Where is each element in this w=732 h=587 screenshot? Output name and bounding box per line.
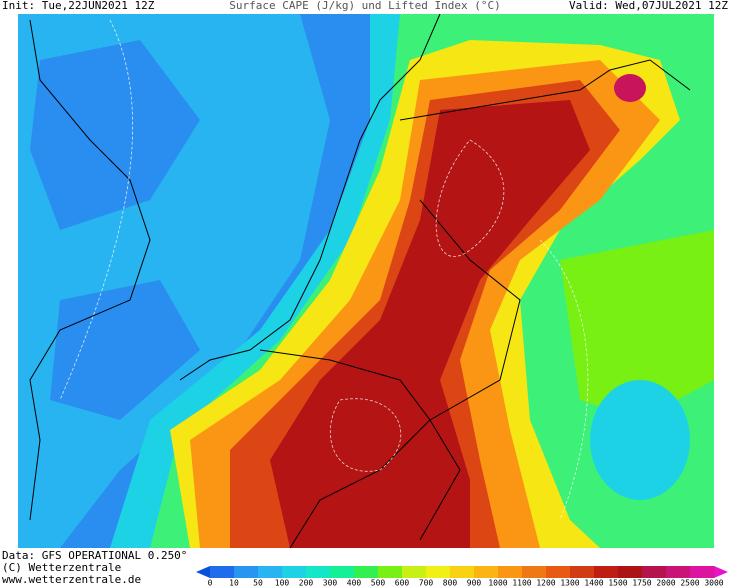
colorbar-label: 1400 <box>584 579 603 587</box>
colorbar-swatch <box>282 566 307 578</box>
colorbar-label: 100 <box>275 579 290 587</box>
colorbar-label: 200 <box>299 579 314 587</box>
colorbar-label: 2500 <box>680 579 699 587</box>
colorbar-label: 600 <box>395 579 410 587</box>
colorbar-label: 1500 <box>608 579 627 587</box>
colorbar-label: 3000 <box>704 579 723 587</box>
colorbar-label: 1100 <box>512 579 531 587</box>
colorbar-arrow <box>196 566 210 578</box>
colorbar-label: 300 <box>323 579 338 587</box>
colorbar-arrow <box>714 566 728 578</box>
colorbar-label: 10 <box>229 579 239 587</box>
map-title: Surface CAPE (J/kg) und Lifted Index (°C… <box>229 0 501 12</box>
colorbar-label: 50 <box>253 579 263 587</box>
colorbar-swatch <box>450 566 475 578</box>
colorbar-swatch <box>498 566 523 578</box>
colorbar-swatch <box>474 566 499 578</box>
colorbar-swatch <box>666 566 691 578</box>
colorbar-swatch <box>522 566 547 578</box>
colorbar-label: 400 <box>347 579 362 587</box>
colorbar-swatch <box>210 566 235 578</box>
colorbar-swatch <box>378 566 403 578</box>
colorbar-label: 1300 <box>560 579 579 587</box>
colorbar-swatch <box>354 566 379 578</box>
website: www.wetterzentrale.de <box>2 573 141 586</box>
colorbar-label: 700 <box>419 579 434 587</box>
colorbar-swatch <box>306 566 331 578</box>
colorbar-swatch <box>618 566 643 578</box>
colorbar-swatch <box>690 566 715 578</box>
colorbar-swatch <box>594 566 619 578</box>
init-label: Init: Tue,22JUN2021 12Z <box>2 0 155 12</box>
map <box>18 13 714 549</box>
copyright: (C) Wetterzentrale <box>2 561 121 574</box>
colorbar-label: 0 <box>208 579 213 587</box>
colorbar-label: 1000 <box>488 579 507 587</box>
colorbar-label: 2000 <box>656 579 675 587</box>
colorbar-swatch <box>402 566 427 578</box>
colorbar-swatch <box>426 566 451 578</box>
colorbar: 0 10 50 100 200 300 400 500 600 700 800 900 1000 1100… <box>208 566 724 587</box>
data-source: Data: GFS OPERATIONAL 0.250° <box>2 549 187 562</box>
colorbar-label: 1750 <box>632 579 651 587</box>
valid-label: Valid: Wed,07JUL2021 12Z <box>569 0 728 12</box>
colorbar-label: 1200 <box>536 579 555 587</box>
colorbar-swatch <box>258 566 283 578</box>
colorbar-label: 800 <box>443 579 458 587</box>
colorbar-swatch <box>570 566 595 578</box>
colorbar-label: 900 <box>467 579 482 587</box>
colorbar-swatch <box>234 566 259 578</box>
colorbar-swatch <box>330 566 355 578</box>
colorbar-swatch <box>642 566 667 578</box>
colorbar-label: 500 <box>371 579 386 587</box>
colorbar-swatch <box>546 566 571 578</box>
